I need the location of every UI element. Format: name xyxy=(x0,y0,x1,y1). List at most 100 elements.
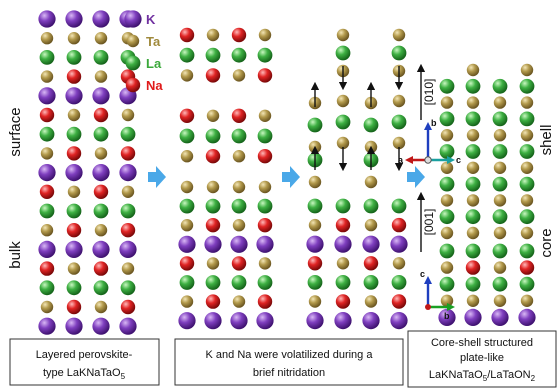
p4-atom-la xyxy=(465,243,481,259)
p1-atom-k xyxy=(38,164,56,182)
p3-atom-k xyxy=(334,312,352,330)
direction-001: [001] xyxy=(416,191,436,252)
p1-atom-la xyxy=(93,126,109,142)
p1-atom-ta xyxy=(121,262,135,275)
p4-atom-la xyxy=(519,144,535,159)
p1-atom-k xyxy=(38,87,56,105)
p2-atom-ta xyxy=(258,257,272,270)
p1-atom-ta xyxy=(94,224,108,237)
caption-3-line-3: LaKNaTaO5/LaTaON2 xyxy=(429,369,536,383)
p3-atom-ta xyxy=(336,28,350,42)
p2-atom-la xyxy=(179,47,195,63)
p1-atom-ta xyxy=(67,108,81,122)
p2-atom-na xyxy=(205,294,221,309)
p2-atom-ta xyxy=(206,257,220,270)
p3-atom-ta xyxy=(392,257,406,270)
process-arrow-3 xyxy=(407,166,425,188)
p3-atom-na xyxy=(391,294,407,309)
p1-atom-ta xyxy=(94,300,108,314)
p2-atom-k xyxy=(178,312,196,330)
p3-atom-ta xyxy=(364,295,378,308)
panel-3-lattice xyxy=(306,28,408,330)
p1-atom-na xyxy=(39,184,55,199)
caption-1-line-2: type LaKNaTaO5 xyxy=(43,367,126,381)
p1-atom-k xyxy=(119,164,137,182)
p1-atom-ta xyxy=(40,32,54,45)
legend-atom-k xyxy=(124,10,142,28)
p1-atom-la xyxy=(93,50,109,65)
p4-atom-la xyxy=(519,176,535,192)
p1-atom-k xyxy=(92,240,110,258)
p2-atom-na xyxy=(179,108,195,124)
legend-atom-ta xyxy=(126,34,140,48)
p4-atom-ta xyxy=(520,161,534,174)
p2-atom-na xyxy=(205,149,221,164)
caption-box-2: K and Na were volatilized during a brief… xyxy=(174,338,404,386)
p4-atom-la xyxy=(492,144,508,159)
p3-atom-k xyxy=(390,312,408,330)
p4-atom-la xyxy=(465,176,481,192)
p1-atom-na xyxy=(66,223,82,238)
p1-atom-la xyxy=(39,280,55,296)
p3-atom-k xyxy=(334,235,352,253)
p3-atom-la xyxy=(391,198,407,214)
p2-atom-la xyxy=(179,128,195,144)
p3-atom-na xyxy=(363,256,379,271)
p4-atom-ta xyxy=(493,129,507,142)
direction-010-label: [010] xyxy=(422,79,436,106)
p2-atom-la xyxy=(231,128,247,144)
p1-atom-la xyxy=(93,203,109,219)
p3-atom-ta xyxy=(392,28,406,42)
p1-atom-k xyxy=(65,240,83,258)
p3-atom-la xyxy=(391,114,407,130)
p2-atom-ta xyxy=(258,28,272,42)
p2-atom-ta xyxy=(206,28,220,42)
p4-atom-k xyxy=(438,308,456,326)
p4-atom-k xyxy=(491,308,509,326)
p1-atom-na xyxy=(66,299,82,315)
p4-atom-la xyxy=(519,111,535,127)
p1-atom-na xyxy=(120,146,136,161)
p1-atom-na xyxy=(93,107,109,123)
p3-atom-na xyxy=(335,217,351,233)
p4-atom-ta xyxy=(466,226,480,240)
p4-atom-ta xyxy=(493,96,507,109)
p3-atom-la xyxy=(391,275,407,290)
bulk-label: bulk xyxy=(7,241,24,269)
p1-atom-k xyxy=(119,240,137,258)
p4-atom-ta xyxy=(466,194,480,207)
p1-atom-ta xyxy=(94,70,108,83)
p3-atom-la xyxy=(363,117,379,133)
shell-label: shell xyxy=(538,125,555,156)
p2-atom-la xyxy=(205,275,221,290)
p4-atom-la xyxy=(492,243,508,259)
p3-atom-ta xyxy=(336,94,350,108)
p3-atom-ta xyxy=(364,218,378,232)
process-arrow-2 xyxy=(282,166,300,188)
p1-atom-k xyxy=(119,317,137,335)
p2-atom-na xyxy=(231,108,247,124)
p2-atom-la xyxy=(205,128,221,144)
p1-atom-na xyxy=(120,223,136,238)
p4-atom-ta xyxy=(520,194,534,207)
p2-atom-la xyxy=(257,275,273,290)
p4-atom-ta xyxy=(466,129,480,142)
p2-atom-la xyxy=(257,47,273,63)
p3-atom-ta xyxy=(308,218,322,232)
p3-atom-ta xyxy=(308,295,322,308)
p4-atom-ta xyxy=(440,261,454,274)
p3-atom-la xyxy=(335,275,351,290)
p1-atom-na xyxy=(66,69,82,84)
p4-atom-ta xyxy=(520,63,534,77)
axis-c-label: c xyxy=(456,155,461,165)
legend-atom-na xyxy=(125,77,141,93)
p4-atom-ta xyxy=(493,161,507,174)
element-legend: K Ta La Na xyxy=(124,10,163,93)
p1-atom-la xyxy=(66,280,82,296)
p1-atom-ta xyxy=(94,147,108,160)
p4-atom-la xyxy=(439,176,455,192)
p3-atom-la xyxy=(307,275,323,290)
p4-atom-ta xyxy=(466,161,480,174)
surface-label: surface xyxy=(7,107,24,156)
